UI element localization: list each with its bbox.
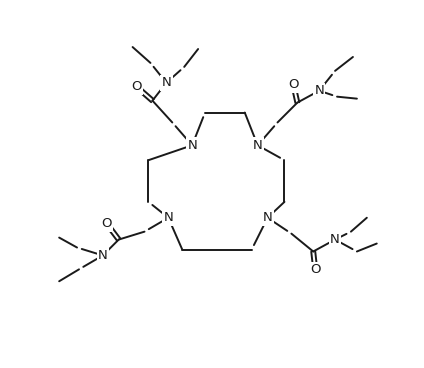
Text: N: N — [253, 139, 262, 152]
Text: O: O — [131, 80, 142, 93]
Text: N: N — [164, 211, 173, 224]
Text: N: N — [162, 76, 171, 89]
Text: O: O — [310, 263, 321, 276]
Text: N: N — [330, 233, 340, 246]
Text: N: N — [314, 84, 324, 97]
Text: N: N — [263, 211, 273, 224]
Text: N: N — [187, 139, 197, 152]
Text: N: N — [98, 249, 108, 262]
Text: O: O — [288, 78, 298, 91]
Text: O: O — [102, 217, 112, 230]
